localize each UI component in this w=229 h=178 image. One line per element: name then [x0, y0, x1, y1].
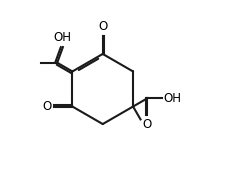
Text: OH: OH [163, 92, 180, 105]
Text: O: O [98, 20, 107, 33]
Text: O: O [142, 118, 151, 131]
Text: O: O [42, 100, 51, 113]
Text: OH: OH [53, 31, 71, 44]
